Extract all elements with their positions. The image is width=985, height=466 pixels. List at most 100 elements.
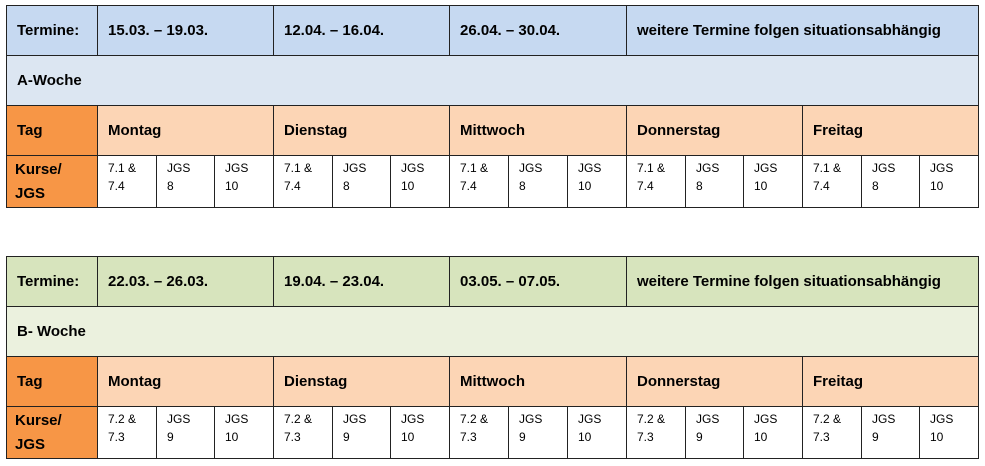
course-cell: JGS 9 (332, 406, 391, 459)
course-text: 7.1 & (108, 161, 137, 175)
course-cell: 7.2 & 7.3 (449, 406, 509, 459)
day-name: Donnerstag (637, 122, 721, 139)
date-cell: 15.03. – 19.03. (97, 5, 274, 56)
course-text: JGS (519, 412, 543, 426)
course-text: JGS (401, 161, 425, 175)
course-text: 10 (754, 179, 768, 193)
course-text: JGS (930, 412, 954, 426)
week-cell: A-Woche (6, 55, 979, 106)
course-text: JGS (343, 412, 367, 426)
course-text: 7.1 & (637, 161, 666, 175)
day-name: Montag (108, 122, 162, 139)
day-cell: Freitag (802, 356, 979, 407)
course-text: 8 (167, 179, 174, 193)
course-text: 7.2 & (108, 412, 137, 426)
dates-label: Termine: (17, 273, 80, 290)
day-name: Dienstag (284, 122, 348, 139)
course-cell: JGS 10 (390, 155, 450, 208)
day-label-cell: Tag (6, 105, 98, 156)
course-text: 10 (578, 179, 592, 193)
course-text: 10 (930, 179, 944, 193)
date-cell: 12.04. – 16.04. (273, 5, 450, 56)
day-name: Freitag (813, 122, 864, 139)
day-label: Tag (17, 122, 43, 139)
course-text: 7.3 (460, 430, 477, 444)
course-text: JGS (872, 412, 896, 426)
course-text: JGS (225, 412, 249, 426)
day-cell: Dienstag (273, 356, 450, 407)
course-cell: JGS 8 (156, 155, 215, 208)
day-name: Freitag (813, 373, 864, 390)
course-cell: JGS 8 (685, 155, 744, 208)
course-text: JGS (401, 412, 425, 426)
day-cell: Freitag (802, 105, 979, 156)
courses-label: JGS (15, 435, 46, 453)
courses-label-cell: Kurse/JGS (6, 155, 98, 208)
day-name: Montag (108, 373, 162, 390)
day-cell: Mittwoch (449, 356, 627, 407)
course-text: JGS (167, 412, 191, 426)
course-text: 9 (167, 430, 174, 444)
date-cell: 22.03. – 26.03. (97, 256, 274, 307)
course-text: 8 (343, 179, 350, 193)
course-cell: JGS 10 (743, 155, 803, 208)
course-text: 7.3 (813, 430, 830, 444)
course-text: 7.2 & (813, 412, 842, 426)
course-text: JGS (519, 161, 543, 175)
course-text: 10 (754, 430, 768, 444)
course-cell: 7.2 & 7.3 (97, 406, 157, 459)
course-text: JGS (754, 161, 778, 175)
dates-label: Termine: (17, 22, 80, 39)
course-text: 7.3 (637, 430, 654, 444)
day-name: Mittwoch (460, 373, 525, 390)
course-text: 10 (401, 179, 415, 193)
day-cell: Mittwoch (449, 105, 627, 156)
course-text: 7.1 & (284, 161, 313, 175)
date-cell: 26.04. – 30.04. (449, 5, 627, 56)
date-cell: weitere Termine folgen situationsabhängi… (626, 256, 979, 307)
course-text: 7.4 (637, 179, 654, 193)
course-cell: JGS 10 (919, 155, 979, 208)
course-cell: 7.1 & 7.4 (626, 155, 686, 208)
date-range: 12.04. – 16.04. (284, 22, 385, 39)
courses-label: JGS (15, 184, 46, 202)
date-range: weitere Termine folgen situationsabhängi… (637, 22, 941, 39)
course-cell: JGS 9 (685, 406, 744, 459)
course-cell: JGS 8 (508, 155, 568, 208)
course-cell: JGS 9 (508, 406, 568, 459)
course-text: 7.3 (108, 430, 125, 444)
course-text: 7.2 & (460, 412, 489, 426)
week-label: A-Woche (17, 72, 82, 89)
date-cell: weitere Termine folgen situationsabhängi… (626, 5, 979, 56)
course-text: JGS (343, 161, 367, 175)
course-cell: JGS 10 (567, 155, 627, 208)
course-cell: JGS 9 (156, 406, 215, 459)
date-cell: 03.05. – 07.05. (449, 256, 627, 307)
date-range: 03.05. – 07.05. (460, 273, 561, 290)
course-text: 10 (225, 430, 239, 444)
day-cell: Donnerstag (626, 356, 803, 407)
course-cell: JGS 10 (743, 406, 803, 459)
course-text: 7.1 & (813, 161, 842, 175)
course-text: JGS (696, 412, 720, 426)
course-text: 10 (578, 430, 592, 444)
course-cell: 7.2 & 7.3 (273, 406, 333, 459)
course-cell: JGS 10 (919, 406, 979, 459)
course-text: JGS (578, 412, 602, 426)
course-text: 7.4 (813, 179, 830, 193)
date-range: 19.04. – 23.04. (284, 273, 385, 290)
course-text: 7.3 (284, 430, 301, 444)
day-cell: Donnerstag (626, 105, 803, 156)
week-label: B- Woche (17, 323, 86, 340)
course-cell: JGS 10 (390, 406, 450, 459)
course-cell: JGS 10 (567, 406, 627, 459)
date-range: weitere Termine folgen situationsabhängi… (637, 273, 941, 290)
course-cell: 7.1 & 7.4 (802, 155, 862, 208)
course-cell: JGS 8 (861, 155, 920, 208)
course-text: 9 (872, 430, 879, 444)
course-text: JGS (696, 161, 720, 175)
course-text: JGS (225, 161, 249, 175)
course-text: 7.2 & (284, 412, 313, 426)
day-cell: Montag (97, 105, 274, 156)
course-text: 8 (519, 179, 526, 193)
